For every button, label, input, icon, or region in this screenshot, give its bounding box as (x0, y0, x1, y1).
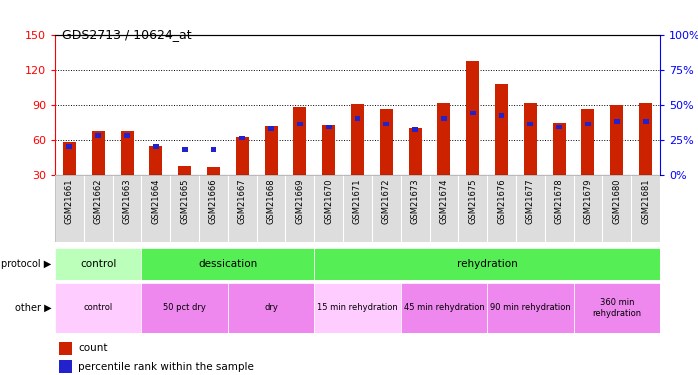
Text: GSM21670: GSM21670 (324, 178, 333, 224)
Bar (556, 124, 562, 129)
Bar (297, 122, 303, 126)
Text: GSM21679: GSM21679 (584, 178, 593, 224)
Bar (265, 126, 278, 175)
Bar (149, 146, 163, 175)
Bar (121, 130, 133, 175)
Bar (55, 175, 660, 242)
Text: control: control (80, 259, 117, 269)
Bar (66, 144, 73, 149)
Text: GSM21675: GSM21675 (468, 178, 477, 224)
Bar (610, 105, 623, 175)
Bar (528, 122, 533, 126)
Text: 15 min rehydration: 15 min rehydration (317, 303, 398, 312)
Bar (466, 61, 480, 175)
Text: GSM21662: GSM21662 (94, 178, 103, 224)
Bar (524, 103, 537, 175)
Text: 360 min
rehydration: 360 min rehydration (592, 298, 641, 318)
Bar (643, 119, 648, 124)
Bar (470, 111, 475, 115)
Text: percentile rank within the sample: percentile rank within the sample (78, 362, 254, 372)
Text: count: count (78, 344, 107, 353)
Text: GSM21663: GSM21663 (123, 178, 131, 224)
Text: GSM21668: GSM21668 (267, 178, 276, 224)
Bar (314, 248, 660, 280)
Bar (268, 126, 274, 130)
Bar (408, 128, 422, 175)
Bar (211, 147, 216, 152)
Text: GSM21664: GSM21664 (151, 178, 161, 224)
Bar (314, 283, 401, 333)
Bar (351, 104, 364, 175)
Text: GSM21672: GSM21672 (382, 178, 391, 224)
Text: dry: dry (264, 303, 278, 312)
Text: GSM21681: GSM21681 (641, 178, 650, 224)
Bar (322, 125, 335, 175)
Text: 50 pct dry: 50 pct dry (163, 303, 206, 312)
Text: control: control (84, 303, 113, 312)
Text: GSM21673: GSM21673 (410, 178, 419, 224)
Text: GSM21678: GSM21678 (555, 178, 564, 224)
Bar (239, 136, 245, 141)
Text: GSM21671: GSM21671 (353, 178, 362, 224)
Text: other ▶: other ▶ (15, 303, 52, 313)
Bar (441, 116, 447, 121)
Text: GSM21661: GSM21661 (65, 178, 74, 224)
Bar (383, 122, 389, 126)
Bar (55, 283, 142, 333)
Text: 45 min rehydration: 45 min rehydration (403, 303, 484, 312)
Bar (181, 147, 188, 152)
Bar (553, 123, 565, 175)
Text: rehydration: rehydration (456, 259, 517, 269)
Text: 90 min rehydration: 90 min rehydration (490, 303, 571, 312)
Bar (495, 84, 508, 175)
Bar (355, 116, 360, 121)
Bar (574, 283, 660, 333)
Bar (63, 142, 76, 175)
Text: dessication: dessication (198, 259, 258, 269)
Bar (326, 124, 332, 129)
Bar (228, 283, 314, 333)
Text: protocol ▶: protocol ▶ (1, 259, 52, 269)
Text: GSM21666: GSM21666 (209, 178, 218, 224)
Bar (153, 144, 158, 149)
Bar (293, 107, 306, 175)
Bar (498, 113, 505, 118)
Bar (614, 119, 620, 124)
Bar (59, 360, 72, 373)
Bar (178, 166, 191, 175)
Bar (236, 136, 248, 175)
Text: GSM21677: GSM21677 (526, 178, 535, 224)
Text: GSM21667: GSM21667 (238, 178, 247, 224)
Bar (142, 248, 314, 280)
Bar (142, 283, 228, 333)
Bar (585, 122, 591, 126)
Text: GSM21680: GSM21680 (612, 178, 621, 224)
Bar (413, 128, 418, 132)
Text: GSM21674: GSM21674 (440, 178, 448, 224)
Bar (207, 167, 220, 175)
Bar (401, 283, 487, 333)
Text: GSM21669: GSM21669 (295, 178, 304, 224)
Bar (487, 283, 574, 333)
Bar (96, 133, 101, 138)
Bar (91, 130, 105, 175)
Bar (581, 108, 595, 175)
Bar (124, 133, 130, 138)
Text: GSM21665: GSM21665 (180, 178, 189, 224)
Text: GDS2713 / 10624_at: GDS2713 / 10624_at (62, 28, 192, 41)
Text: GSM21676: GSM21676 (497, 178, 506, 224)
Bar (55, 248, 142, 280)
Bar (438, 103, 450, 175)
Bar (59, 342, 72, 355)
Bar (639, 103, 652, 175)
Bar (380, 108, 393, 175)
